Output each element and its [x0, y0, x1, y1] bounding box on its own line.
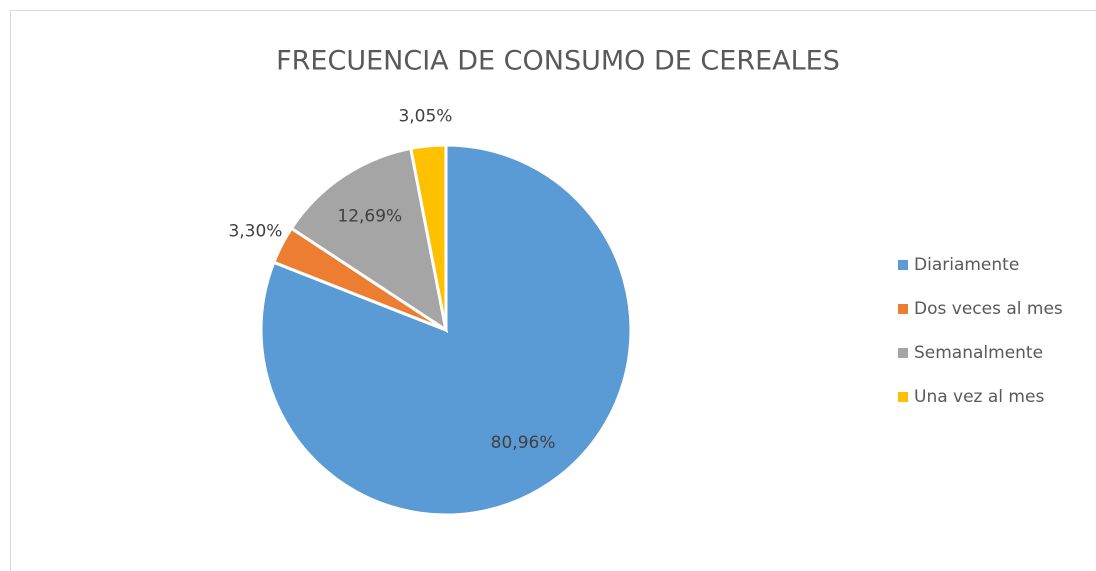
pie-slice: [289, 146, 449, 334]
data-label: 12,69%: [337, 206, 402, 226]
data-label: 3,30%: [228, 221, 282, 241]
data-label: 3,05%: [398, 106, 452, 126]
legend-label: Una vez al mes: [914, 387, 1044, 407]
legend-swatch: [898, 348, 908, 358]
legend-swatch: [898, 260, 908, 270]
data-label: 80,96%: [491, 433, 556, 453]
chart-title: FRECUENCIA DE CONSUMO DE CEREALES: [276, 46, 840, 77]
legend-swatch: [898, 392, 908, 402]
legend-label: Semanalmente: [914, 343, 1043, 363]
legend-swatch: [898, 304, 908, 314]
pie-slice: [409, 143, 448, 331]
legend-label: Dos veces al mes: [914, 299, 1063, 319]
legend-label: Diariamente: [914, 255, 1019, 275]
